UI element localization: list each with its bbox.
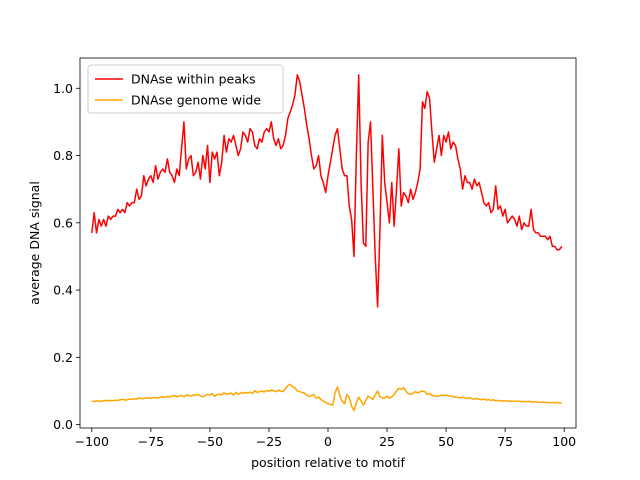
- series-line-2: [91, 383, 562, 412]
- x-tick-label: 75: [497, 434, 513, 449]
- legend-label-1: DNAse within peaks: [131, 72, 256, 87]
- series-line-1: [91, 74, 563, 308]
- x-axis-label: position relative to motif: [251, 455, 405, 470]
- x-axis: −100 −75 −50 −25 0 25 50 75 100: [75, 428, 576, 449]
- legend: DNAse within peaks DNAse genome wide: [87, 64, 284, 114]
- x-tick-label: 0: [324, 434, 332, 449]
- y-tick-label: 0.2: [53, 350, 73, 365]
- legend-box: [87, 64, 284, 114]
- y-tick-label: 0.0: [53, 417, 73, 432]
- y-axis-label: average DNA signal: [27, 181, 42, 305]
- x-tick-label: −100: [75, 434, 109, 449]
- y-tick-label: 0.8: [53, 148, 73, 163]
- legend-label-2: DNAse genome wide: [131, 93, 261, 108]
- y-tick-label: 0.6: [53, 215, 73, 230]
- x-tick-label: −25: [256, 434, 282, 449]
- x-tick-label: 100: [552, 434, 576, 449]
- y-tick-label: 0.4: [53, 283, 73, 298]
- y-tick-label: 1.0: [53, 81, 73, 96]
- x-tick-label: 50: [438, 434, 454, 449]
- x-tick-label: −75: [138, 434, 164, 449]
- x-tick-label: 25: [379, 434, 395, 449]
- y-axis: 0.0 0.2 0.4 0.6 0.8 1.0: [53, 81, 80, 432]
- x-tick-label: −50: [197, 434, 223, 449]
